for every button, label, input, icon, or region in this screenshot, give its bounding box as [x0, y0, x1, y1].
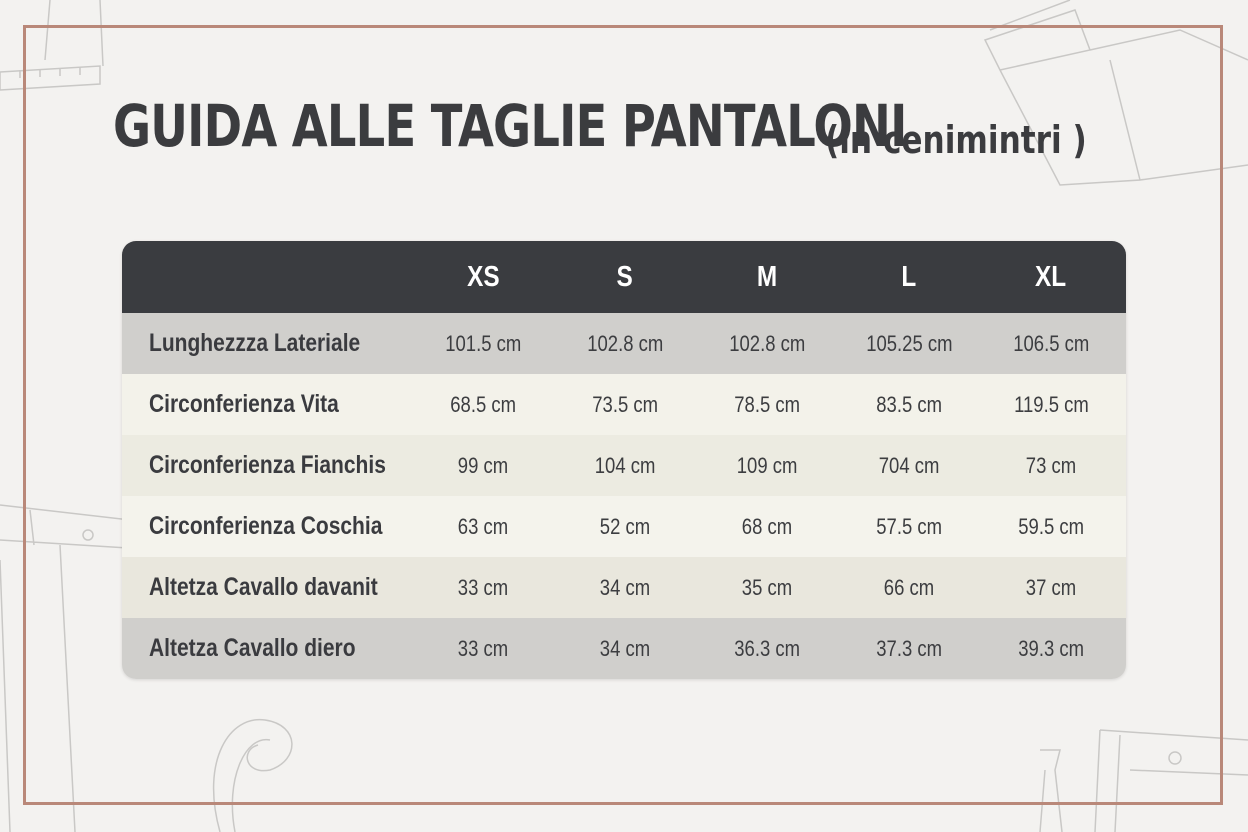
table-cell: 102.8 cm — [728, 330, 806, 356]
table-header-row: XS S M L XL — [122, 241, 1126, 313]
table-cell: 63 cm — [457, 513, 509, 539]
table-cell: 59.5 cm — [1018, 513, 1084, 539]
column-header-xl: XL — [1035, 260, 1067, 293]
table-cell: 83.5 cm — [876, 391, 942, 417]
row-label: Lunghezzza Lateriale — [149, 329, 361, 357]
table-cell: 36.3 cm — [734, 635, 800, 661]
table-cell: 106.5 cm — [1012, 330, 1090, 356]
pants-sketch-bottom-right — [1094, 729, 1248, 832]
row-label: Circonferienza Fianchis — [149, 451, 386, 479]
table-row: Lunghezzza Lateriale 101.5 cm 102.8 cm 1… — [122, 313, 1126, 374]
table-cell: 99 cm — [457, 452, 509, 478]
column-header-xs: XS — [466, 260, 500, 293]
table-row: Circonferienza Vita 68.5 cm 73.5 cm 78.5… — [122, 374, 1126, 435]
column-header-l: L — [901, 260, 917, 293]
row-label: Altetza Cavallo diero — [149, 634, 356, 662]
table-cell: 73.5 cm — [592, 391, 658, 417]
table-cell: 78.5 cm — [734, 391, 800, 417]
row-label: Circonferienza Vita — [149, 390, 339, 418]
tool-sketch-bottom-right — [1039, 749, 1063, 832]
row-label: Altetza Cavallo davanit — [149, 573, 378, 601]
table-cell: 102.8 cm — [586, 330, 664, 356]
table-row: Altetza Cavallo davanit 33 cm 34 cm 35 c… — [122, 557, 1126, 618]
table-cell: 66 cm — [883, 574, 935, 600]
table-cell: 52 cm — [599, 513, 651, 539]
table-cell: 33 cm — [457, 635, 509, 661]
table-cell: 35 cm — [741, 574, 793, 600]
size-chart-table: XS S M L XL Lunghezzza Lateriale 101.5 c… — [122, 241, 1126, 679]
table-row: Altetza Cavallo diero 33 cm 34 cm 36.3 c… — [122, 618, 1126, 679]
table-cell: 34 cm — [599, 635, 651, 661]
pants-leg-sketch-top-left — [44, 0, 104, 67]
table-cell: 68.5 cm — [450, 391, 516, 417]
column-header-m: M — [756, 260, 778, 293]
table-cell: 73 cm — [1025, 452, 1077, 478]
tape-measure-ticks-top-left — [19, 67, 81, 78]
table-cell: 34 cm — [599, 574, 651, 600]
table-cell: 104 cm — [594, 452, 656, 478]
pants-sketch-top-right — [983, 0, 1248, 186]
table-cell: 68 cm — [741, 513, 793, 539]
table-cell: 119.5 cm — [1013, 391, 1089, 417]
table-cell: 704 cm — [878, 452, 940, 478]
table-row: Circonferienza Fianchis 99 cm 104 cm 109… — [122, 435, 1126, 496]
table-cell: 109 cm — [736, 452, 798, 478]
title-main: GUIDA ALLE TAGLIE PANTALONI — [113, 92, 907, 160]
decorative-frame — [23, 25, 1223, 805]
column-header-s: S — [616, 260, 634, 293]
table-cell: 101.5 cm — [444, 330, 522, 356]
title-unit-note: (in cenimintri ) — [825, 118, 1087, 162]
page-title: GUIDA ALLE TAGLIE PANTALONI (in cenimint… — [113, 92, 1105, 162]
table-cell: 37 cm — [1025, 574, 1077, 600]
table-cell: 33 cm — [457, 574, 509, 600]
table-cell: 57.5 cm — [876, 513, 942, 539]
table-cell: 37.3 cm — [876, 635, 942, 661]
table-cell: 39.3 cm — [1018, 635, 1084, 661]
tape-measure-sketch-top-left — [0, 65, 101, 91]
table-row: Circonferienza Coschia 63 cm 52 cm 68 cm… — [122, 496, 1126, 557]
table-cell: 105.25 cm — [865, 330, 953, 356]
row-label: Circonferienza Coschia — [149, 512, 383, 540]
tape-measure-sketch-bottom — [212, 718, 293, 832]
